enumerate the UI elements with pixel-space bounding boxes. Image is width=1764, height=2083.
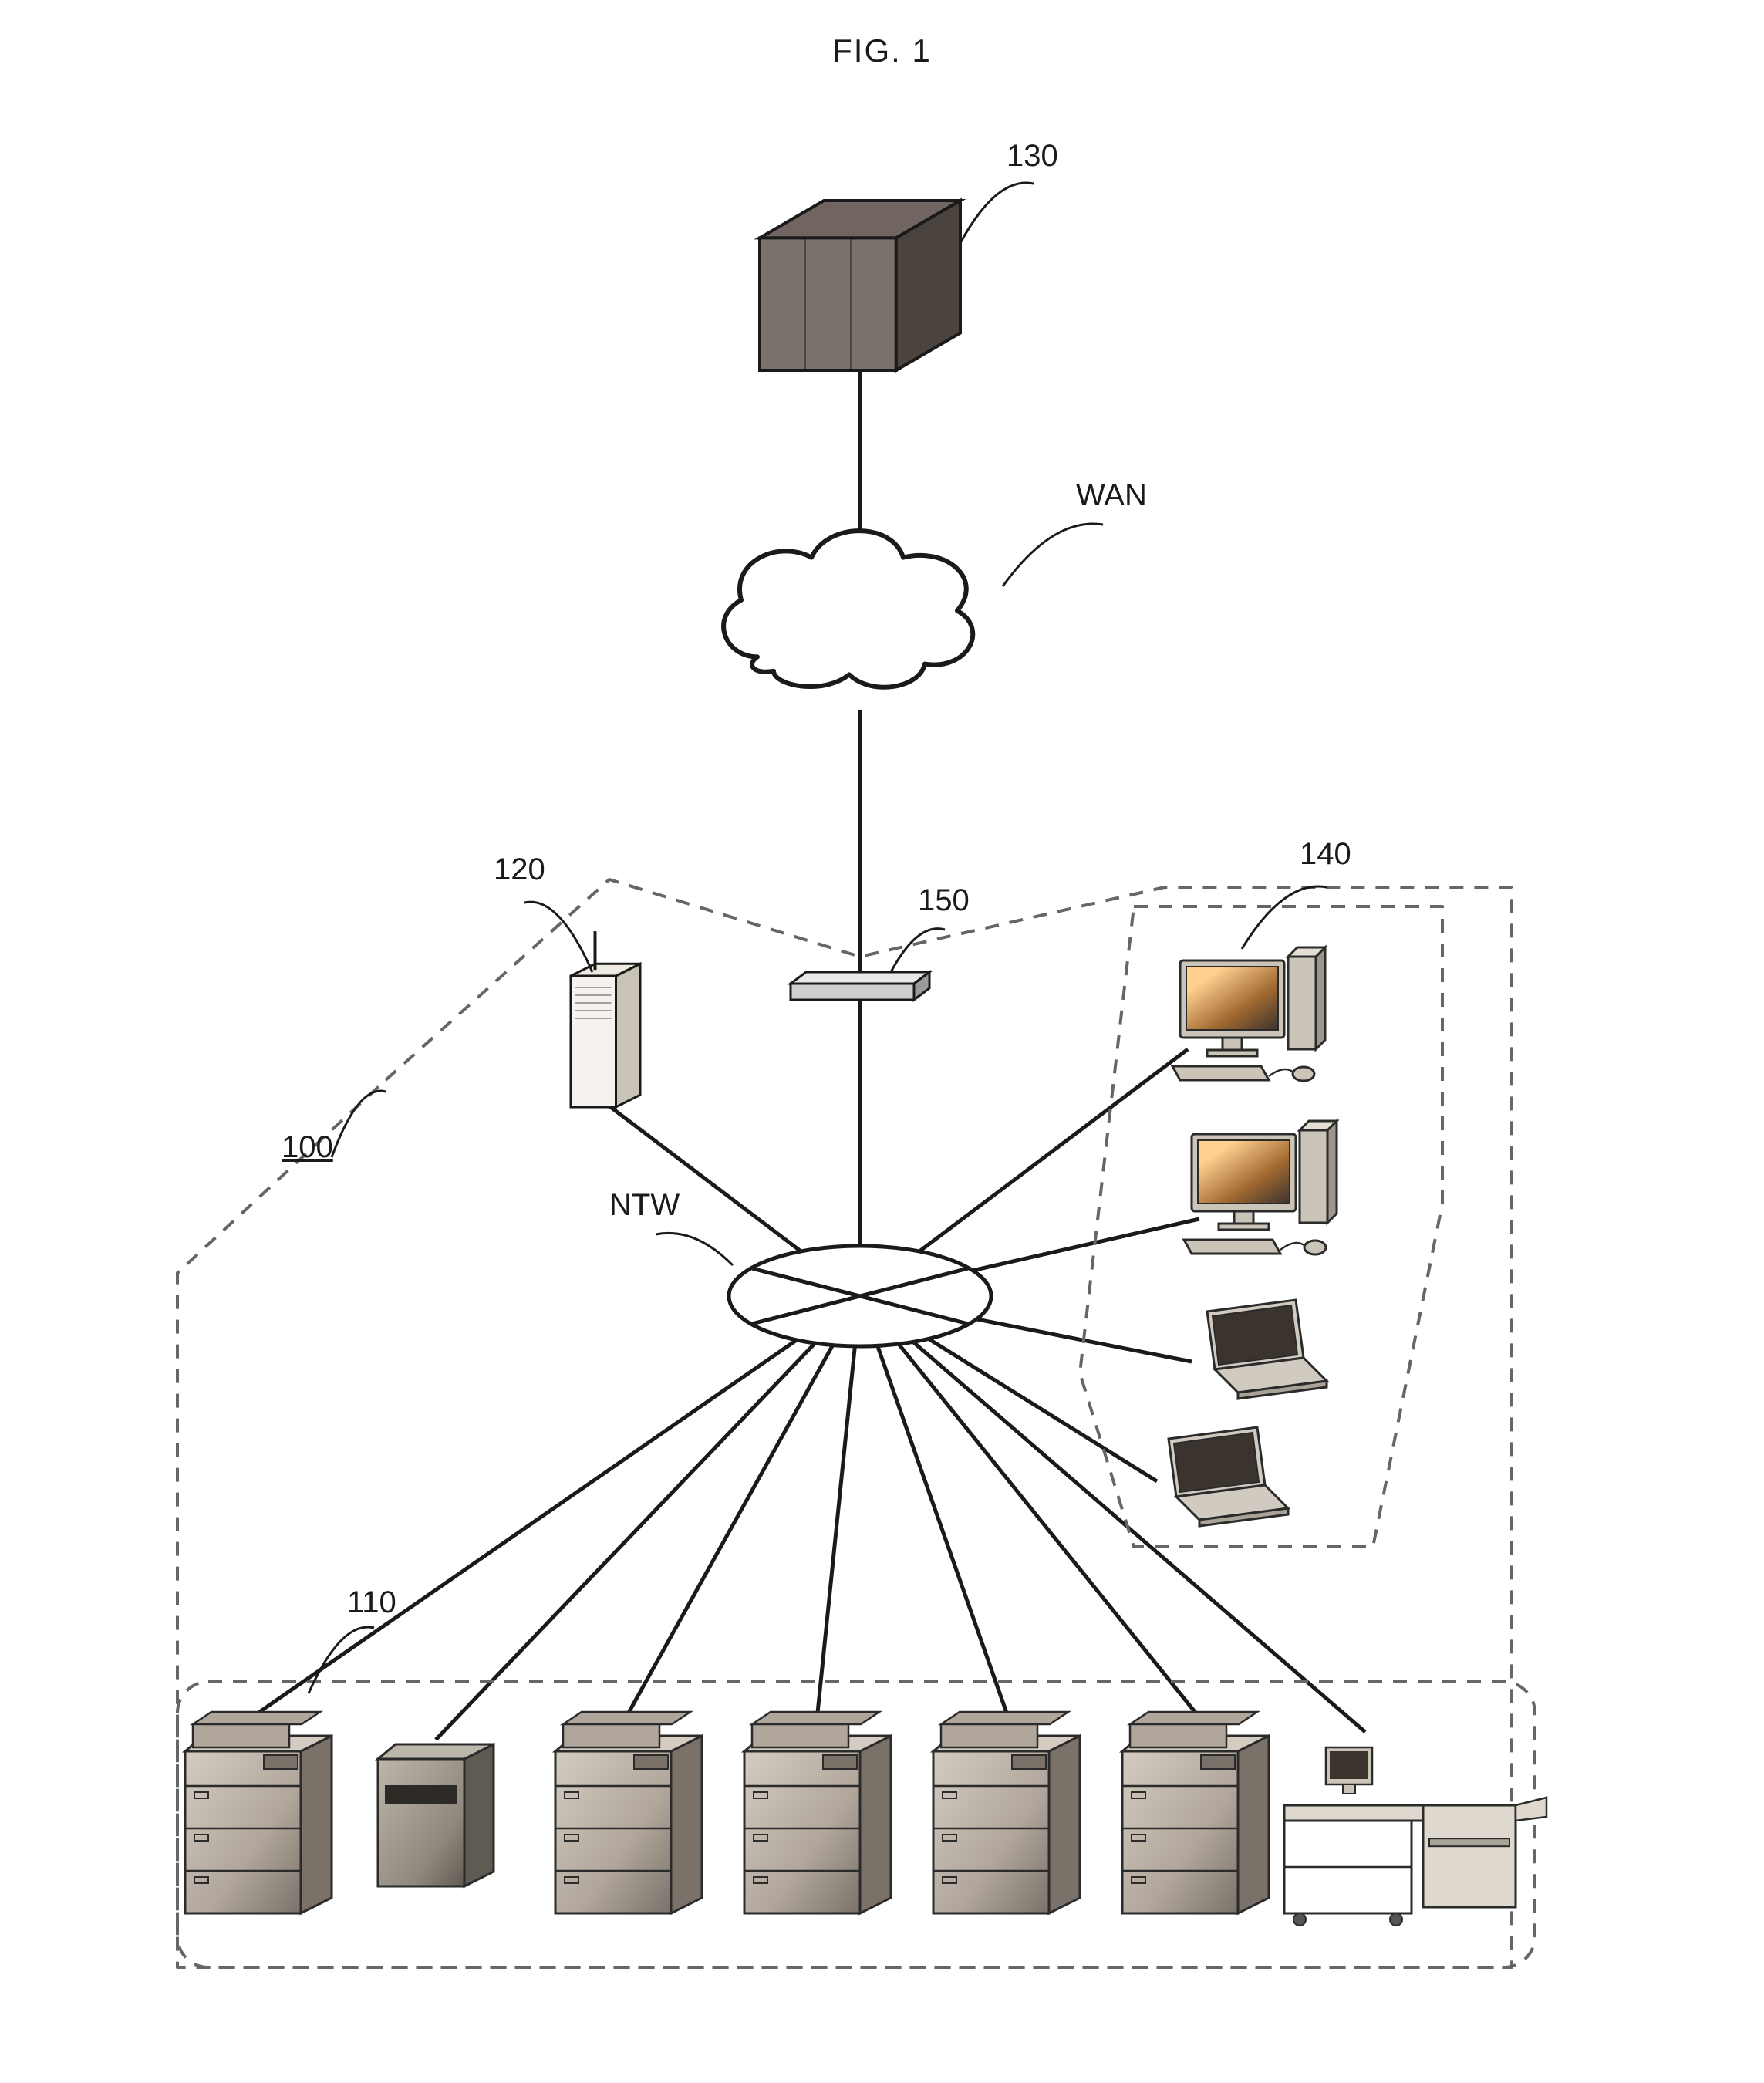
mfp-icon <box>744 1712 891 1913</box>
leader-line-wan <box>1003 524 1103 586</box>
leader-line-clients <box>1242 886 1327 949</box>
label-router: 120 <box>494 852 545 886</box>
small-printer-icon <box>378 1744 494 1886</box>
production-press-icon <box>1284 1747 1546 1926</box>
label-system: 100 <box>282 1130 333 1164</box>
ntw-spoke <box>436 1296 860 1740</box>
router-icon <box>571 931 640 1107</box>
mfp-icon <box>185 1712 332 1913</box>
leader-line-server <box>960 183 1034 243</box>
label-server: 130 <box>1007 139 1058 173</box>
mfp-icon <box>933 1712 1080 1913</box>
label-hub: 150 <box>918 883 970 917</box>
label-ntw: NTW <box>609 1188 680 1222</box>
figure-title: FIG. 1 <box>832 32 932 69</box>
laptop-icon <box>1169 1427 1288 1526</box>
label-mfps: 110 <box>347 1585 396 1619</box>
wan-cloud-icon <box>723 531 973 687</box>
server-icon <box>760 201 960 370</box>
mfp-icon <box>555 1712 702 1913</box>
label-wan: WAN <box>1076 478 1147 512</box>
ntw-spoke <box>860 1296 1196 1713</box>
leader-line-hub <box>891 929 945 972</box>
leader-line-router <box>524 902 592 972</box>
label-clients: 140 <box>1300 837 1351 871</box>
ntw-spoke <box>258 1296 860 1713</box>
network-hub-icon <box>791 972 929 1000</box>
leader-line-ntw <box>656 1233 733 1265</box>
mfp-icon <box>1122 1712 1269 1913</box>
laptop-icon <box>1207 1300 1327 1399</box>
desktop-pc-icon <box>1184 1121 1337 1254</box>
desktop-pc-icon <box>1172 947 1325 1081</box>
